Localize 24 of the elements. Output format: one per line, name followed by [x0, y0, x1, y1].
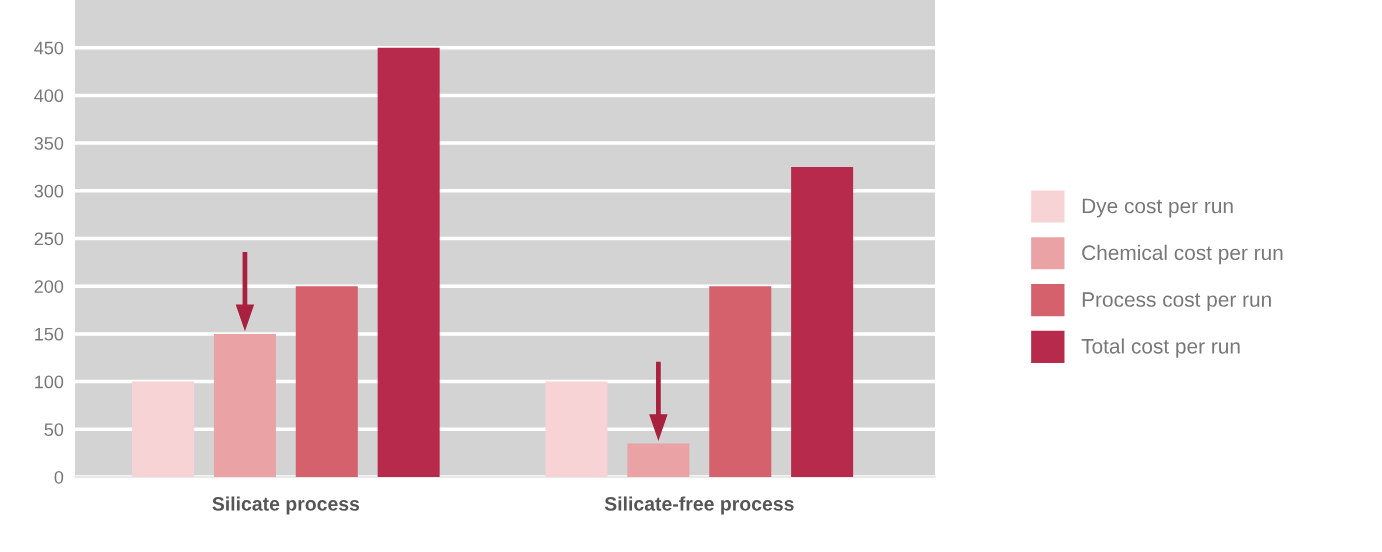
bar	[295, 286, 358, 477]
bar	[791, 166, 854, 477]
y-tick-label: 400	[34, 89, 64, 103]
bar	[627, 443, 690, 477]
y-tick-label: 150	[35, 327, 64, 341]
legend-label: Dye cost per run	[1082, 198, 1233, 218]
y-tick-label: 350	[34, 137, 64, 150]
y-tick-label: 200	[34, 280, 64, 293]
bar	[132, 381, 195, 477]
y-tick-label: 100	[35, 375, 64, 389]
bar	[709, 286, 772, 477]
legend-label: Chemical cost per run	[1082, 244, 1283, 265]
x-tick-label: Silicate process	[212, 496, 360, 515]
x-tick-label: Silicate-free process	[604, 496, 794, 515]
y-tick-label: 300	[34, 184, 64, 198]
bar	[213, 333, 276, 477]
bar	[545, 381, 608, 477]
bar	[377, 47, 440, 477]
legend-label: Process cost per run	[1082, 292, 1271, 311]
y-tick-label: 450	[34, 41, 64, 55]
y-tick-label: 0	[54, 470, 64, 484]
legend-label: Total cost per run	[1081, 338, 1240, 358]
y-tick-label: 50	[44, 423, 64, 437]
y-tick-label: 250	[34, 232, 64, 246]
